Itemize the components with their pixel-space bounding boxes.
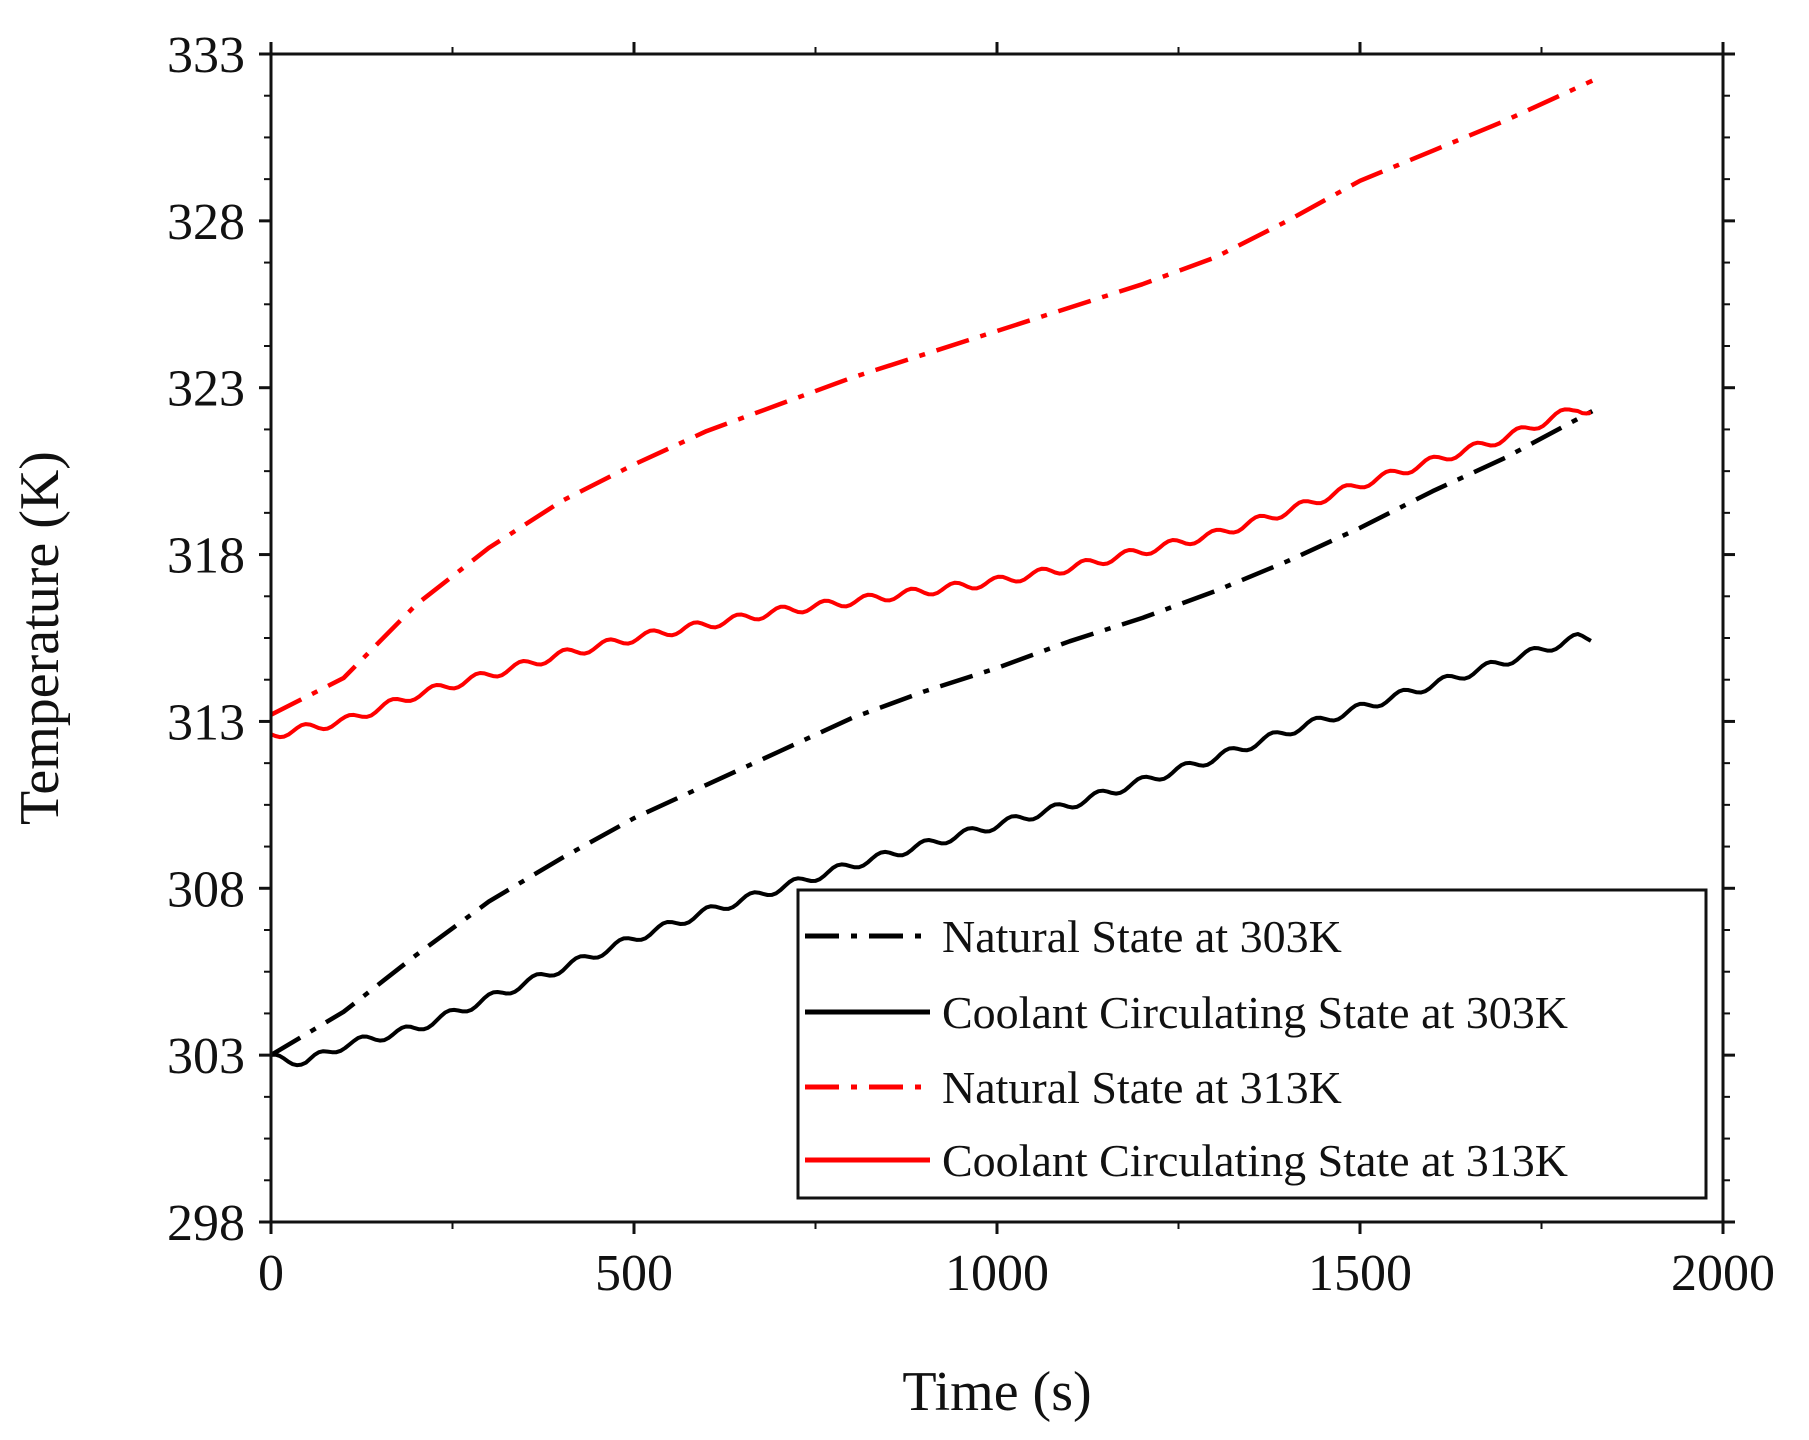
legend-label-2: Coolant Circulating State at 303K xyxy=(942,987,1568,1038)
x-tick-label: 2000 xyxy=(1671,1245,1775,1302)
legend-label-1: Natural State at 303K xyxy=(942,911,1342,962)
x-tick-label: 0 xyxy=(258,1245,284,1302)
series-line-1 xyxy=(269,409,1594,1058)
y-tick-label: 303 xyxy=(167,1028,245,1085)
series-line-3 xyxy=(269,78,1594,717)
y-tick-label: 318 xyxy=(167,528,245,585)
legend-label-3: Natural State at 313K xyxy=(942,1062,1342,1113)
x-tick-label: 1000 xyxy=(945,1245,1049,1302)
tick-layer: 0 500 1000 1500 2000 298 303 308 313 318 323 328 333 xyxy=(167,27,1775,1302)
x-axis-title: Time (s) xyxy=(902,1361,1091,1423)
series-line-4 xyxy=(270,407,1592,740)
y-tick-label: 328 xyxy=(167,194,245,251)
y-tick-label: 308 xyxy=(167,861,245,918)
y-tick-label: 298 xyxy=(167,1195,245,1252)
legend-label-4: Coolant Circulating State at 313K xyxy=(942,1135,1568,1186)
series-layer xyxy=(269,78,1594,1068)
y-tick-label: 323 xyxy=(167,361,245,418)
legend-box xyxy=(796,888,1708,1200)
series-line-2 xyxy=(270,632,1592,1068)
legend: Natural State at 303K Coolant Circulating… xyxy=(796,888,1708,1200)
x-tick-label: 1500 xyxy=(1308,1245,1412,1302)
x-tick-label: 500 xyxy=(595,1245,673,1302)
y-axis-title: Temperature (K) xyxy=(9,451,71,825)
y-tick-label: 333 xyxy=(167,27,245,84)
y-tick-label: 313 xyxy=(167,694,245,751)
